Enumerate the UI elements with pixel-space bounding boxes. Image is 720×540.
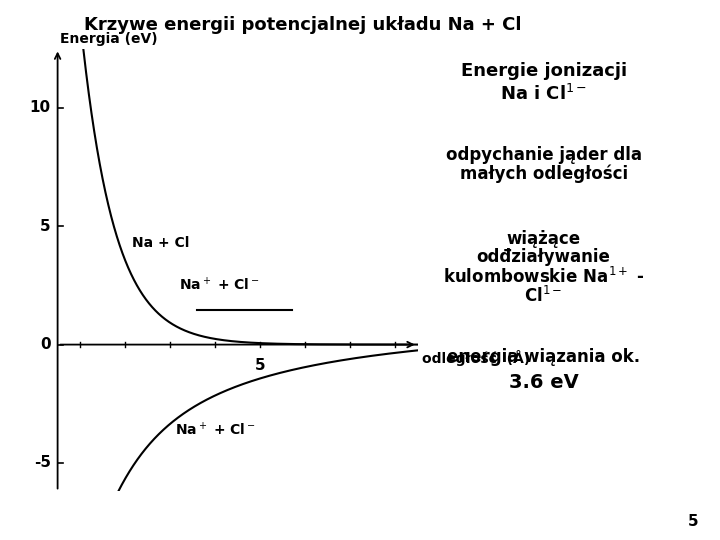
Text: -5: -5: [34, 455, 51, 470]
Text: energia wiązania ok.: energia wiązania ok.: [447, 348, 640, 366]
Text: 5: 5: [688, 514, 698, 529]
Text: 5: 5: [40, 219, 51, 234]
Text: małych odległości: małych odległości: [459, 165, 628, 183]
Text: 10: 10: [30, 100, 51, 116]
Text: Energie jonizacji: Energie jonizacji: [461, 62, 626, 80]
Text: Energia (eV): Energia (eV): [60, 32, 158, 46]
Text: 5: 5: [255, 357, 266, 373]
Text: wiążące: wiążące: [507, 230, 580, 247]
Text: Na i Cl$^{1-}$: Na i Cl$^{1-}$: [500, 84, 588, 104]
Text: 0: 0: [40, 337, 51, 352]
Text: Krzywe energii potencjalnej układu Na + Cl: Krzywe energii potencjalnej układu Na + …: [84, 16, 521, 34]
Text: kulombowskie Na$^{1+}$ -: kulombowskie Na$^{1+}$ -: [443, 267, 644, 287]
Text: odpychanie jąder dla: odpychanie jąder dla: [446, 146, 642, 164]
Text: Na$^+$ + Cl$^-$: Na$^+$ + Cl$^-$: [174, 421, 256, 438]
Text: Na + Cl: Na + Cl: [132, 236, 189, 250]
Text: Na$^+$ + Cl$^-$: Na$^+$ + Cl$^-$: [179, 276, 260, 294]
Text: 3.6 eV: 3.6 eV: [509, 373, 578, 392]
Text: Cl$^{1-}$: Cl$^{1-}$: [524, 286, 563, 306]
Text: odđziaływanie: odđziaływanie: [477, 248, 611, 266]
Text: odległość  (Å): odległość (Å): [422, 349, 531, 366]
